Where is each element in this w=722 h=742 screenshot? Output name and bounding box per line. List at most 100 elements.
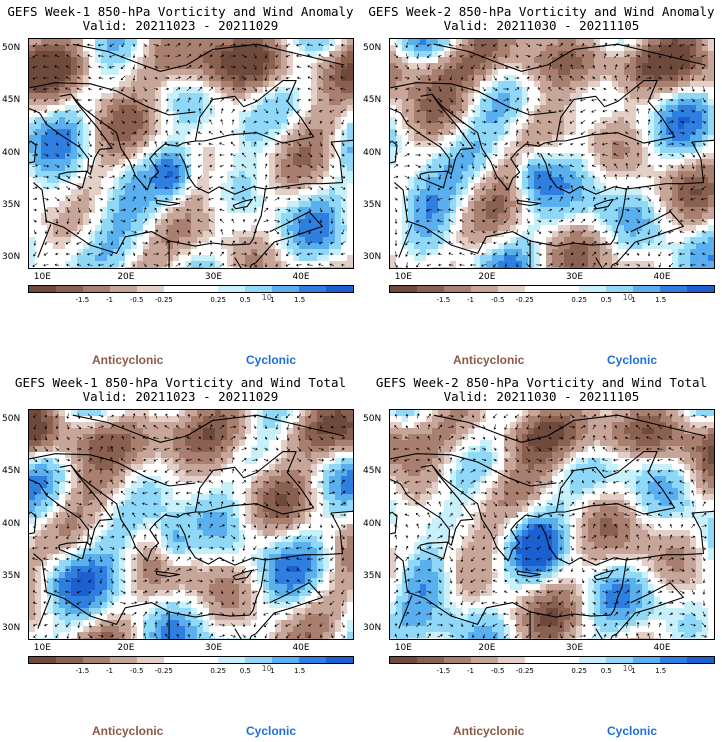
vorticity-cell [227, 45, 234, 52]
vorticity-cell [239, 93, 246, 100]
vorticity-cell [305, 153, 312, 160]
vorticity-cell [498, 99, 505, 106]
vorticity-cell [215, 267, 222, 268]
vorticity-cell [450, 87, 457, 94]
vorticity-cell [492, 57, 499, 64]
vorticity-cell [672, 123, 679, 130]
cyclonic-label: Cyclonic [246, 353, 297, 367]
vorticity-cell [708, 87, 714, 94]
vorticity-cell [564, 147, 571, 154]
vorticity-cell [125, 99, 132, 106]
vorticity-cell [257, 135, 264, 142]
vorticity-cell [432, 243, 439, 250]
vorticity-cell [65, 213, 72, 220]
vorticity-cell [600, 177, 607, 184]
vorticity-cell [534, 147, 541, 154]
vorticity-cell [221, 201, 228, 208]
vorticity-cell [516, 87, 523, 94]
vorticity-cell [71, 261, 78, 268]
vorticity-cell [59, 63, 66, 70]
vorticity-cell [450, 39, 457, 46]
lat-tick-label: 45N [2, 95, 21, 106]
vorticity-cell [83, 141, 90, 148]
vorticity-cell [636, 51, 643, 58]
wind-arrow [230, 252, 236, 256]
vorticity-cell [101, 69, 108, 76]
vorticity-cell [456, 195, 463, 202]
vorticity-cell [113, 201, 120, 208]
vorticity-cell [408, 63, 415, 70]
vorticity-cell [317, 159, 324, 166]
vorticity-cell [438, 51, 445, 58]
vorticity-cell [510, 45, 517, 52]
vorticity-cell [390, 219, 397, 226]
vorticity-cell [546, 117, 553, 124]
vorticity-cell [426, 111, 433, 118]
vorticity-cell [329, 117, 336, 124]
vorticity-cell [414, 207, 421, 214]
wind-arrow [570, 43, 574, 47]
vorticity-cell [408, 135, 415, 142]
wind-arrow [308, 219, 312, 223]
vorticity-cell [564, 45, 571, 52]
vorticity-cell [101, 255, 108, 262]
wind-arrow [297, 186, 302, 190]
vorticity-cell [462, 45, 469, 52]
vorticity-cell [678, 63, 685, 70]
wind-arrow [318, 175, 324, 179]
vorticity-cell [113, 171, 120, 178]
vorticity-cell [666, 63, 673, 70]
vorticity-cell [480, 105, 487, 112]
vorticity-cell [323, 231, 330, 238]
colorbar-tick-label: -0.5 [129, 296, 144, 304]
vorticity-cell [540, 189, 547, 196]
vorticity-cell [660, 201, 667, 208]
vorticity-cell [408, 39, 415, 46]
vorticity-cell [642, 39, 649, 46]
vorticity-cell [456, 255, 463, 262]
vorticity-cell [510, 249, 517, 256]
vorticity-cell [29, 105, 36, 112]
wind-arrow [176, 251, 180, 257]
vorticity-cell [426, 243, 433, 250]
vorticity-cell [480, 159, 487, 166]
vorticity-cell [323, 87, 330, 94]
vorticity-cell [239, 255, 246, 262]
vorticity-cell [432, 129, 439, 136]
vorticity-cell [678, 153, 685, 160]
vorticity-cell [474, 63, 481, 70]
vorticity-cell [107, 141, 114, 148]
vorticity-cell [702, 75, 709, 82]
vorticity-cell [582, 63, 589, 70]
vorticity-cell [462, 123, 469, 130]
vorticity-cell [618, 45, 625, 52]
vorticity-cell [227, 75, 234, 82]
vorticity-cell [335, 261, 342, 268]
vorticity-cell [450, 201, 457, 208]
vorticity-cell [185, 63, 192, 70]
wind-arrow [482, 64, 486, 70]
vorticity-cell [684, 207, 691, 214]
vorticity-cell [612, 141, 619, 148]
vorticity-cell [408, 225, 415, 232]
wind-arrow [109, 54, 115, 58]
vorticity-cell [125, 129, 132, 136]
vorticity-cell [438, 63, 445, 70]
wind-arrow [405, 53, 409, 59]
vorticity-cell [77, 129, 84, 136]
vorticity-cell [227, 243, 234, 250]
vorticity-cell [77, 81, 84, 88]
vorticity-cell [227, 267, 234, 268]
vorticity-cell [570, 201, 577, 208]
wind-arrow [88, 141, 92, 147]
vorticity-cell [269, 213, 276, 220]
wind-arrow [416, 42, 420, 48]
vorticity-cell [101, 225, 108, 232]
wind-arrow [219, 197, 225, 201]
vorticity-cell [624, 231, 631, 238]
vorticity-cell [143, 105, 150, 112]
vorticity-cell [546, 135, 553, 142]
vorticity-cell [197, 117, 204, 124]
vorticity-cell [702, 249, 709, 256]
map-svg [390, 39, 714, 268]
